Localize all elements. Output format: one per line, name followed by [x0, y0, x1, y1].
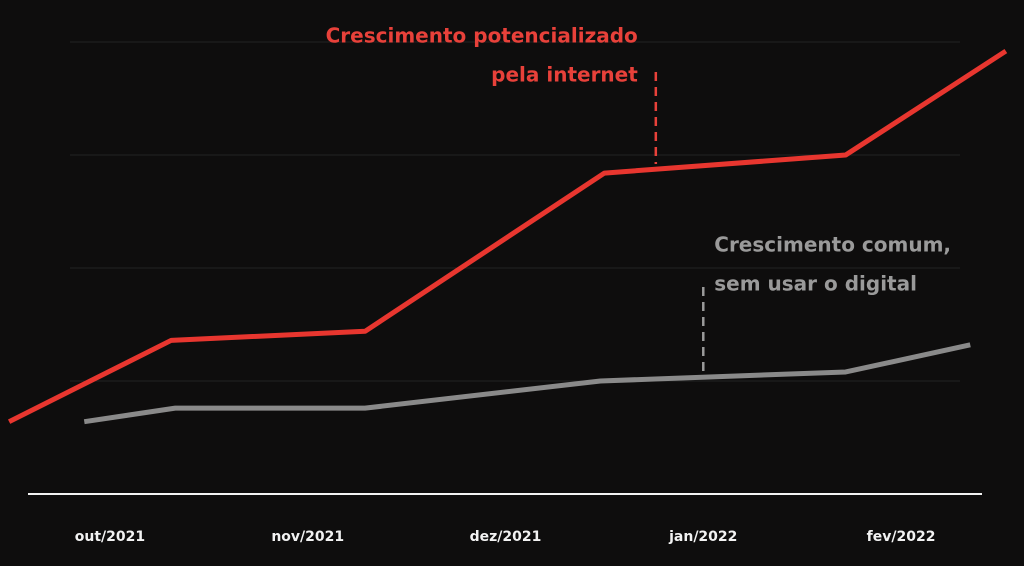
x-tick-label: nov/2021	[271, 529, 344, 545]
series-line	[7, 48, 1008, 424]
annotation-text: pela internet	[491, 63, 638, 87]
x-tick-label: dez/2021	[470, 529, 542, 545]
x-tick-label: jan/2022	[668, 529, 737, 545]
x-tick-label: fev/2022	[867, 529, 936, 545]
background-grid	[70, 41, 960, 382]
annotation-text: Crescimento potencializado	[326, 24, 638, 48]
x-tick-label: out/2021	[75, 529, 145, 545]
series-line	[83, 342, 971, 425]
annotation-text: sem usar o digital	[714, 272, 917, 296]
annotation-text: Crescimento comum,	[714, 233, 951, 257]
